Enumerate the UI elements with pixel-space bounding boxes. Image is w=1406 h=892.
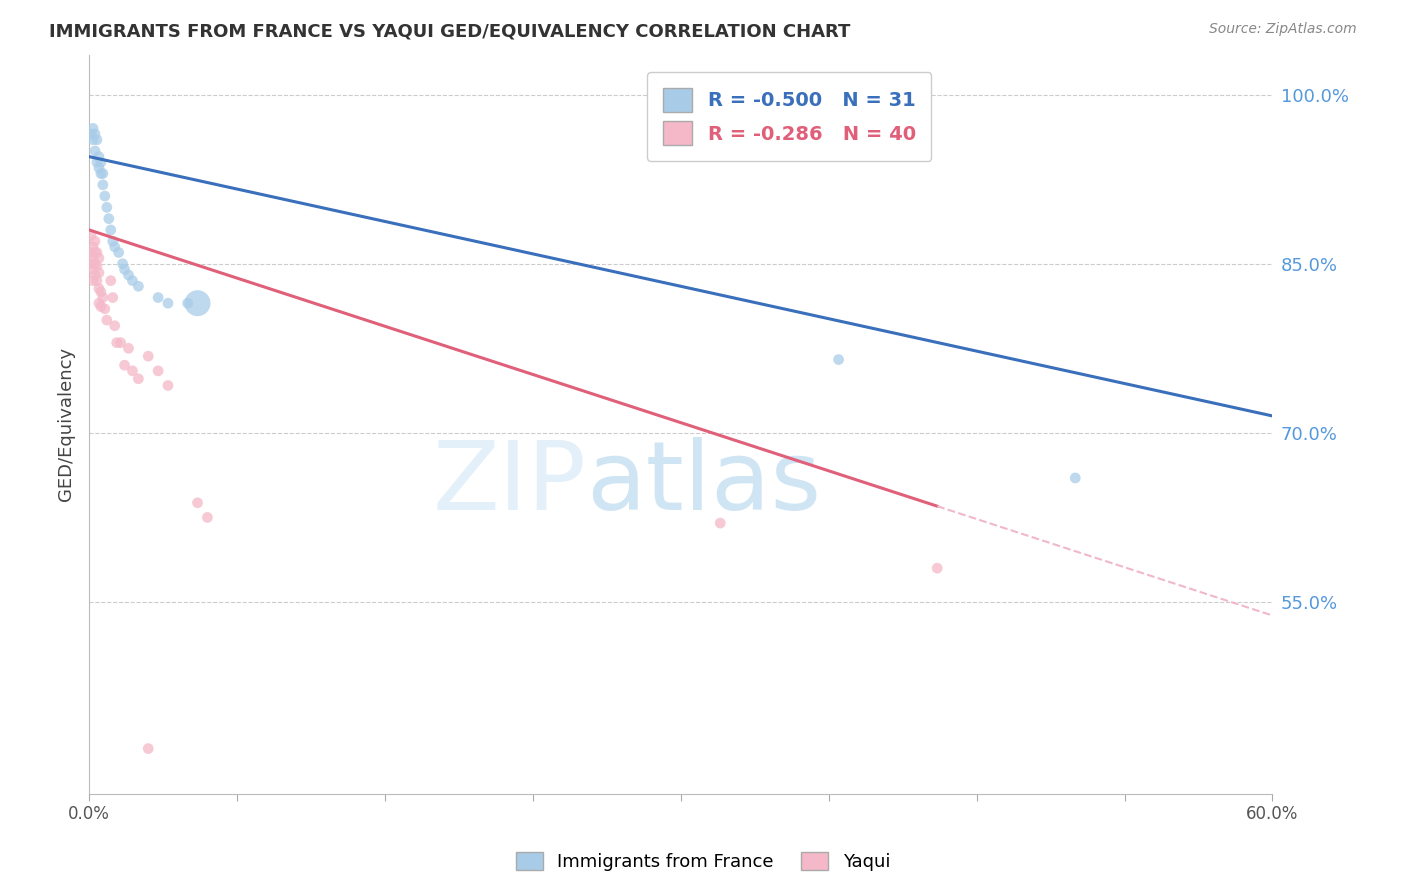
Point [101,291,124,305]
Point [100,274,122,288]
Point [80,245,103,260]
Point [87,281,110,295]
Point [121,364,143,378]
Point [87,251,110,265]
Point [84,234,107,248]
Point [84,245,107,260]
Point [156,296,179,310]
Point [709,516,731,530]
Point [91,178,114,192]
Point [80,257,103,271]
Point [84,127,107,141]
Point [104,318,127,333]
Point [86,245,108,260]
Point [97,211,120,226]
Point [156,378,179,392]
Legend: R = -0.500   N = 31, R = -0.286   N = 40: R = -0.500 N = 31, R = -0.286 N = 40 [647,72,931,161]
Point [86,155,108,169]
Point [100,223,122,237]
Point [927,561,949,575]
Point [94,301,117,316]
Point [114,262,136,277]
Point [86,259,108,273]
Point [136,349,159,363]
Point [110,335,132,350]
Point [90,167,112,181]
Point [82,251,104,265]
Point [82,121,104,136]
Point [90,285,112,299]
Text: Source: ZipAtlas.com: Source: ZipAtlas.com [1209,22,1357,37]
Point [127,279,149,293]
Point [84,144,107,158]
Point [80,228,103,243]
Point [91,291,114,305]
Point [80,127,103,141]
Point [86,133,108,147]
Point [94,189,117,203]
Point [86,274,108,288]
Point [90,300,112,314]
Legend: Immigrants from France, Yaqui: Immigrants from France, Yaqui [509,845,897,879]
Point [136,741,159,756]
Point [176,296,198,310]
Point [146,291,169,305]
Point [1064,471,1087,485]
Point [187,296,209,310]
Point [105,335,128,350]
Point [82,133,104,147]
Point [84,257,107,271]
Point [84,268,107,282]
Point [87,150,110,164]
Point [82,262,104,277]
Point [117,341,139,355]
Point [101,234,124,248]
Point [87,296,110,310]
Point [111,257,134,271]
Point [96,200,118,214]
Point [187,496,209,510]
Point [146,364,169,378]
Point [114,358,136,372]
Point [87,161,110,175]
Point [197,510,219,524]
Point [87,266,110,280]
Point [90,155,112,169]
Y-axis label: GED/Equivalency: GED/Equivalency [58,347,75,501]
Text: ZIP: ZIP [432,437,586,530]
Point [107,245,129,260]
Point [91,167,114,181]
Point [127,372,149,386]
Point [117,268,139,282]
Point [104,240,127,254]
Text: atlas: atlas [586,437,821,530]
Point [827,352,849,367]
Point [82,274,104,288]
Text: IMMIGRANTS FROM FRANCE VS YAQUI GED/EQUIVALENCY CORRELATION CHART: IMMIGRANTS FROM FRANCE VS YAQUI GED/EQUI… [49,22,851,40]
Point [121,274,143,288]
Point [96,313,118,327]
Point [82,240,104,254]
